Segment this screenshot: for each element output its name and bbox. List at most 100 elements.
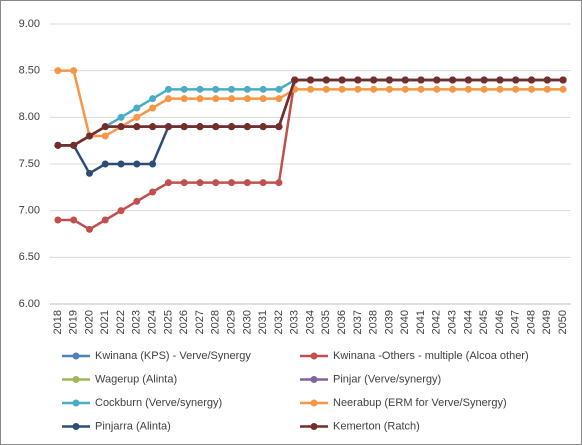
x-tick-label: 2022 bbox=[115, 310, 127, 334]
legend-swatch-marker bbox=[310, 352, 318, 360]
data-point bbox=[307, 76, 314, 84]
legend-swatch-marker bbox=[310, 376, 318, 383]
y-tick-label: 6.50 bbox=[19, 251, 40, 263]
data-point bbox=[464, 85, 472, 93]
data-point bbox=[164, 123, 172, 131]
data-point bbox=[307, 85, 314, 93]
x-tick-label: 2050 bbox=[557, 310, 569, 334]
data-point bbox=[449, 85, 457, 93]
x-tick-label: 2047 bbox=[510, 310, 522, 334]
x-tick-label: 2042 bbox=[431, 310, 443, 334]
data-point bbox=[338, 76, 346, 84]
data-point bbox=[259, 179, 267, 187]
data-point bbox=[228, 179, 236, 187]
y-tick-label: 8.50 bbox=[19, 65, 40, 77]
data-point bbox=[149, 104, 157, 112]
x-tick-label: 2043 bbox=[446, 310, 458, 334]
x-tick-label: 2039 bbox=[383, 310, 395, 334]
data-point bbox=[401, 85, 409, 93]
data-point bbox=[291, 76, 299, 84]
data-point bbox=[133, 160, 141, 168]
data-point bbox=[322, 76, 330, 84]
data-point bbox=[275, 95, 283, 103]
x-tick-label: 2028 bbox=[210, 310, 222, 334]
data-point bbox=[212, 123, 220, 131]
data-point bbox=[149, 95, 157, 103]
data-point bbox=[401, 76, 409, 84]
data-point bbox=[117, 160, 125, 168]
data-point bbox=[259, 85, 267, 93]
x-tick-label: 2030 bbox=[241, 310, 253, 334]
legend-swatch-marker bbox=[310, 423, 318, 430]
x-tick-label: 2026 bbox=[178, 310, 190, 334]
data-point bbox=[196, 95, 204, 103]
data-point bbox=[259, 95, 267, 103]
data-point bbox=[259, 123, 267, 131]
data-point bbox=[559, 76, 567, 84]
data-point bbox=[180, 179, 188, 187]
x-tick-label: 2019 bbox=[68, 310, 80, 334]
x-tick-label: 2027 bbox=[194, 310, 206, 334]
data-point bbox=[464, 76, 472, 84]
data-point bbox=[180, 123, 188, 131]
data-point bbox=[354, 85, 362, 93]
data-point bbox=[117, 113, 125, 121]
data-point bbox=[54, 67, 62, 75]
data-point bbox=[322, 85, 330, 93]
x-tick-label: 2048 bbox=[525, 310, 537, 334]
data-point bbox=[101, 132, 109, 140]
data-point bbox=[243, 95, 251, 103]
x-tick-label: 2040 bbox=[399, 310, 411, 334]
data-point bbox=[338, 85, 346, 93]
data-point bbox=[433, 76, 441, 84]
x-tick-label: 2045 bbox=[478, 310, 490, 334]
data-point bbox=[196, 179, 204, 187]
x-tick-label: 2034 bbox=[304, 310, 316, 334]
x-tick-label: 2018 bbox=[52, 310, 64, 334]
x-tick-label: 2049 bbox=[541, 310, 553, 334]
x-tick-label: 2033 bbox=[289, 310, 301, 334]
data-point bbox=[85, 132, 93, 140]
data-point bbox=[85, 225, 93, 233]
data-point bbox=[496, 85, 504, 93]
y-tick-label: 9.00 bbox=[19, 18, 40, 30]
data-point bbox=[70, 141, 78, 149]
data-point bbox=[149, 188, 157, 196]
data-point bbox=[117, 123, 125, 131]
data-point bbox=[417, 85, 425, 93]
y-tick-label: 8.00 bbox=[19, 111, 40, 123]
data-point bbox=[164, 85, 172, 93]
data-point bbox=[543, 76, 551, 84]
data-point bbox=[196, 123, 204, 131]
data-point bbox=[133, 197, 141, 205]
data-point bbox=[149, 160, 157, 168]
data-point bbox=[528, 85, 536, 93]
data-point bbox=[149, 123, 157, 131]
data-point bbox=[480, 85, 488, 93]
data-point bbox=[101, 216, 109, 224]
data-point bbox=[212, 95, 220, 103]
data-point bbox=[70, 67, 78, 75]
data-point bbox=[70, 216, 78, 224]
x-tick-label: 2035 bbox=[320, 310, 332, 334]
y-tick-label: 7.00 bbox=[19, 205, 40, 217]
legend-swatch-marker bbox=[72, 352, 80, 360]
data-point bbox=[559, 85, 567, 93]
data-point bbox=[101, 160, 109, 168]
data-point bbox=[101, 123, 109, 131]
data-point bbox=[196, 85, 204, 93]
x-tick-label: 2025 bbox=[162, 310, 174, 334]
data-point bbox=[133, 123, 141, 131]
legend-label: Kemerton (Ratch) bbox=[333, 420, 420, 432]
y-tick-label: 6.00 bbox=[19, 298, 40, 310]
legend-label: Pinjar (Verve/synergy) bbox=[333, 373, 441, 385]
data-point bbox=[354, 76, 362, 84]
data-point bbox=[228, 95, 236, 103]
legend-label: Kwinana -Others - multiple (Alcoa other) bbox=[333, 350, 529, 362]
data-point bbox=[417, 76, 425, 84]
data-point bbox=[385, 76, 393, 84]
y-tick-label: 7.50 bbox=[19, 158, 40, 170]
x-tick-label: 2041 bbox=[415, 310, 427, 334]
x-tick-label: 2046 bbox=[494, 310, 506, 334]
legend-swatch-marker bbox=[72, 423, 80, 430]
